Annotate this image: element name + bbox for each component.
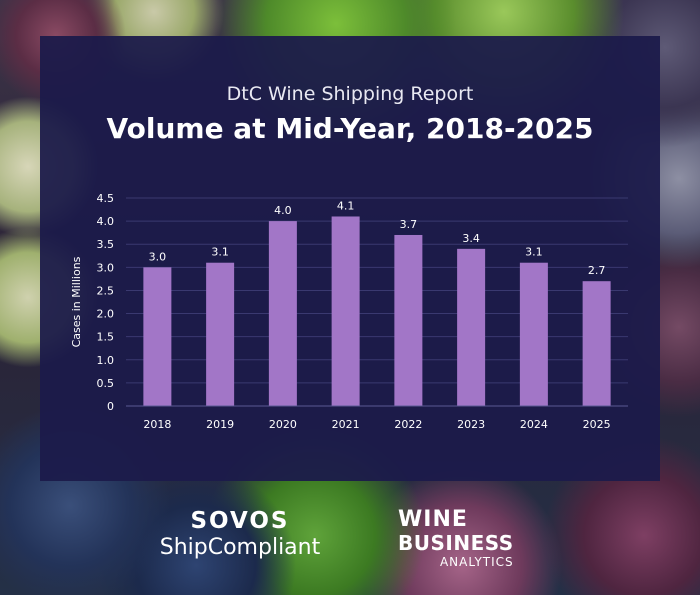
grid-lines — [126, 197, 628, 407]
bar-2020 — [268, 221, 297, 406]
bars — [143, 216, 611, 406]
wine-business-analytics-logo: WINE BUSINESS ANALYTICS — [398, 508, 514, 570]
value-label-2018: 3.0 — [149, 250, 167, 263]
x-tick-label-2021: 2021 — [332, 418, 360, 431]
value-label-2022: 3.7 — [400, 218, 418, 231]
wba-analytics-text: ANALYTICS — [439, 555, 514, 569]
y-axis-label: Cases in Millions — [70, 256, 83, 347]
y-tick-label: 3.5 — [97, 238, 115, 251]
bar-2023 — [457, 248, 486, 406]
y-tick-label: 0 — [107, 400, 114, 413]
x-tick-label-2020: 2020 — [269, 418, 297, 431]
x-tick-label-2023: 2023 — [457, 418, 485, 431]
bar-2022 — [394, 234, 423, 406]
bar-2019 — [206, 262, 235, 406]
value-label-2019: 3.1 — [211, 246, 229, 259]
bar-2024 — [519, 262, 548, 406]
value-label-2021: 4.1 — [337, 199, 355, 212]
value-label-2023: 3.4 — [462, 232, 480, 245]
y-tick-label: 4.5 — [97, 192, 115, 205]
y-tick-label: 2.5 — [97, 284, 115, 297]
x-tick-label-2018: 2018 — [143, 418, 171, 431]
y-tick-label: 2.0 — [97, 308, 115, 321]
value-labels: 3.0 3.1 4.0 4.1 3.7 3.4 3.1 2.7 — [149, 199, 606, 277]
axis-ticks: 0 0.5 1.0 1.5 2.0 2.5 3.0 3.5 4.0 4.5 2018 2019 2020… — [97, 192, 611, 431]
x-tick-label-2024: 2024 — [520, 418, 548, 431]
sovos-shipcompliant-logo: SOVOS ShipCompliant — [135, 508, 345, 562]
y-tick-label: 1.0 — [97, 354, 115, 367]
x-tick-label-2019: 2019 — [206, 418, 234, 431]
value-label-2024: 3.1 — [525, 246, 543, 259]
bar-2021 — [331, 216, 360, 406]
value-label-2020: 4.0 — [274, 204, 292, 217]
value-label-2025: 2.7 — [588, 264, 606, 277]
wba-wine-text: WINE — [398, 507, 468, 532]
y-tick-label: 3.0 — [97, 261, 115, 274]
report-subtitle: DtC Wine Shipping Report — [226, 83, 474, 105]
report-title: Volume at Mid-Year, 2018-2025 — [106, 112, 594, 145]
x-tick-label-2022: 2022 — [394, 418, 422, 431]
y-tick-label: 0.5 — [97, 377, 115, 390]
shipcompliant-wordmark: ShipCompliant — [159, 535, 321, 560]
y-tick-label: 4.0 — [97, 215, 115, 228]
y-tick-label: 1.5 — [97, 331, 115, 344]
bar-2025 — [582, 281, 611, 406]
wba-business-text: BUSINESS — [398, 531, 514, 555]
bar-2018 — [143, 267, 172, 406]
x-tick-label-2025: 2025 — [583, 418, 611, 431]
sovos-wordmark: SOVOS — [190, 508, 290, 534]
